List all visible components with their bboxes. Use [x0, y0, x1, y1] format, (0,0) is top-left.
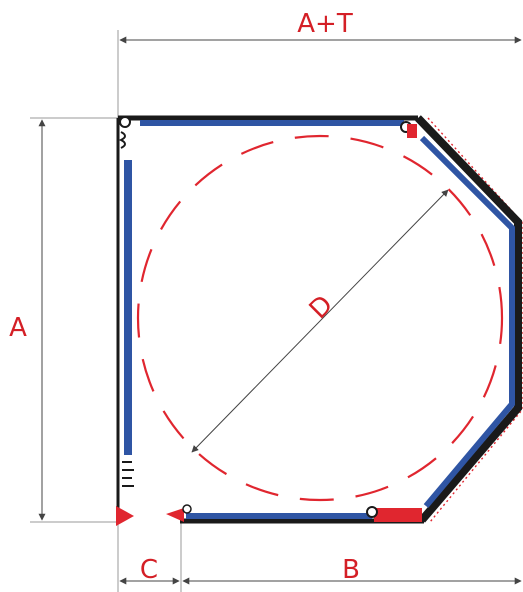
hinge-bottom-left [122, 461, 134, 487]
enclosure-frame [116, 115, 522, 524]
frame-angled-side [415, 115, 522, 523]
hinge-bottom-right [374, 508, 422, 522]
label-diagonal: D [304, 290, 339, 325]
fittings [116, 116, 422, 526]
corner-fitting-bottom-right [366, 506, 378, 518]
label-top-width: A+T [297, 9, 353, 39]
seal-door [166, 508, 184, 522]
outer-dotted-outline [427, 117, 523, 523]
seal-left [116, 506, 134, 526]
glass-angled-panel [419, 135, 515, 508]
swing-circle [136, 134, 504, 502]
label-left-height: A [9, 313, 27, 343]
dim-diagonal-arrow [191, 189, 449, 453]
extension-lines [30, 30, 182, 592]
dimension-arrows [38, 36, 522, 585]
door-handle-knob [182, 504, 192, 514]
label-bottom-width: B [342, 555, 360, 585]
label-bottom-gap: C [140, 555, 158, 585]
glass-panels [124, 120, 515, 519]
corner-fitting-top-left [119, 116, 131, 128]
hinge-top-right [407, 124, 417, 138]
hinge-top-left [118, 131, 126, 149]
